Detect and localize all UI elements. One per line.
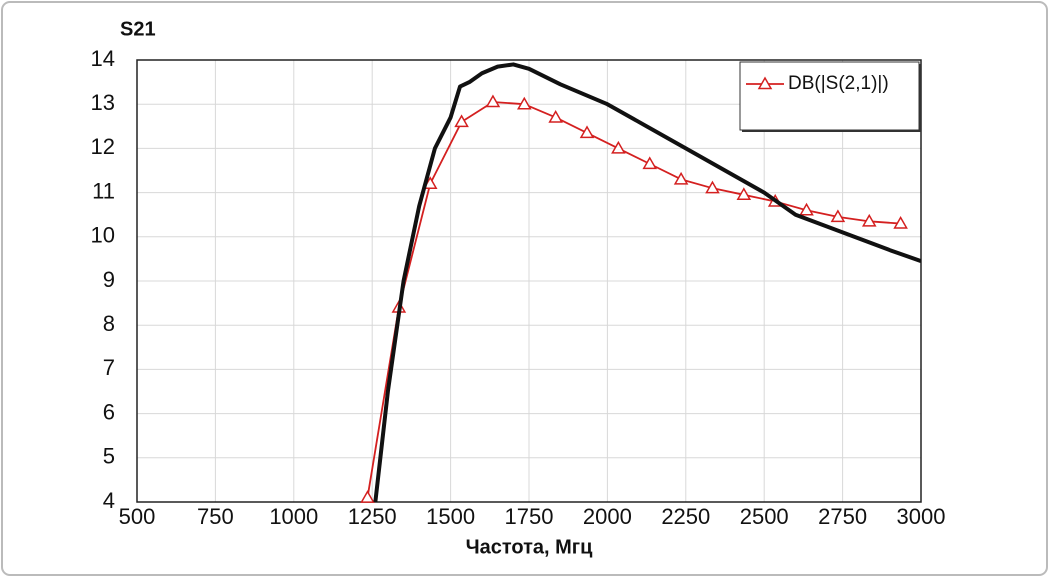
y-tick-label: 8 (103, 311, 115, 336)
y-tick-label: 5 (103, 444, 115, 469)
legend-marker (757, 76, 773, 90)
y-tick-label: 12 (91, 134, 115, 159)
x-tick-label: 2750 (818, 504, 867, 529)
marker (517, 96, 532, 110)
marker (579, 125, 595, 139)
marker (642, 156, 658, 170)
y-tick-label: 6 (103, 399, 115, 424)
x-tick-label: 1500 (426, 504, 475, 529)
y-tick-label: 4 (103, 488, 115, 513)
marker (548, 109, 563, 123)
marker (360, 490, 375, 503)
series-line (366, 101, 901, 498)
x-tick-label: 1750 (505, 504, 554, 529)
marker (893, 216, 908, 229)
y-tick-label: 10 (91, 223, 115, 248)
marker (454, 114, 469, 128)
x-tick-label: 2500 (740, 504, 789, 529)
x-tick-label: 1250 (348, 504, 397, 529)
y-tick-label: 9 (103, 267, 115, 292)
y-tick-label: 13 (91, 90, 115, 115)
y-tick-label: 7 (103, 355, 115, 380)
y-axis-title: S21 (120, 18, 156, 40)
marker (736, 187, 752, 201)
x-axis-title: Частота, Мгц (466, 536, 594, 558)
legend-box (739, 61, 920, 131)
y-tick-label: 14 (91, 46, 115, 71)
x-tick-label: 500 (119, 504, 156, 529)
x-tick-label: 3000 (897, 504, 946, 529)
marker (673, 171, 689, 185)
series-line (373, 62, 921, 502)
marker (861, 213, 877, 227)
x-tick-label: 1000 (269, 504, 318, 529)
marker (611, 140, 626, 154)
x-tick-label: 2250 (661, 504, 710, 529)
x-tick-label: 750 (197, 504, 234, 529)
marker (830, 209, 846, 223)
y-tick-label: 11 (92, 178, 115, 203)
marker (799, 202, 814, 216)
plot-border (136, 59, 922, 503)
marker (705, 180, 720, 194)
marker (485, 94, 501, 108)
legend-label: DB(|S(2,1)|) (788, 73, 889, 94)
x-tick-label: 2000 (583, 504, 632, 529)
